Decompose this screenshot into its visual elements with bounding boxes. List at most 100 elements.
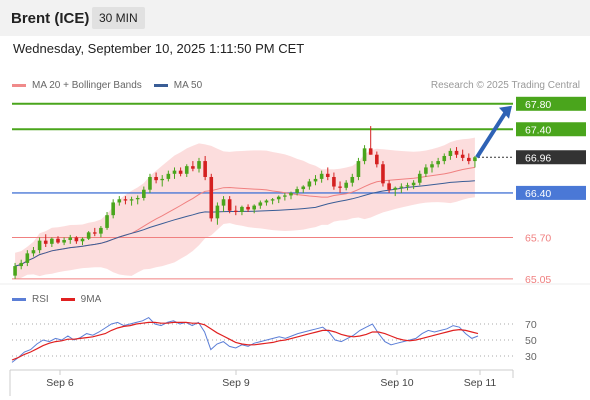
- candle-body: [160, 178, 165, 181]
- candle-body: [50, 238, 54, 244]
- level-tag-label: 65.70: [525, 232, 551, 244]
- candle-body: [80, 238, 85, 242]
- rsi-legend: RSI 9MA: [12, 294, 113, 305]
- candle-body: [129, 199, 134, 201]
- candle-body: [209, 176, 214, 219]
- candle-body: [319, 173, 324, 179]
- candle-body: [276, 196, 281, 200]
- x-tick-label: Sep 11: [464, 377, 497, 389]
- x-tick-label: Sep 9: [222, 377, 250, 389]
- candle-body: [430, 164, 434, 168]
- candle-body: [246, 206, 250, 210]
- candle-body: [197, 161, 201, 169]
- rsi-level-label: 30: [525, 351, 537, 363]
- candle-body: [264, 200, 269, 203]
- candle-body: [368, 148, 373, 155]
- rsi-ma-line: [11, 321, 479, 361]
- candle-body: [338, 186, 342, 188]
- candle-body: [344, 182, 348, 188]
- candle-body: [166, 173, 171, 179]
- timeframe-button[interactable]: 30 MIN: [92, 7, 145, 29]
- candle-body: [62, 239, 66, 243]
- legend-label-rsi: RSI: [32, 294, 49, 305]
- candle-body: [393, 187, 398, 190]
- candle-body: [86, 232, 91, 239]
- legend-swatch-ma20: [12, 84, 26, 87]
- level-tag-bg: [516, 185, 586, 200]
- candle-body: [172, 170, 177, 174]
- candle-body: [92, 232, 97, 234]
- candle-body: [442, 155, 447, 162]
- candle-body: [448, 150, 453, 156]
- candle-body: [111, 202, 115, 216]
- target-arrow-head: [499, 105, 512, 119]
- candle-body: [473, 157, 477, 162]
- candle-body: [301, 186, 306, 190]
- candle-body: [454, 150, 459, 155]
- rsi-level-label: 50: [525, 335, 537, 347]
- candle-body: [417, 173, 422, 183]
- candle-body: [221, 199, 226, 206]
- legend-item-9ma: 9MA: [60, 294, 102, 305]
- candle-body: [252, 205, 256, 210]
- candle-body: [362, 148, 367, 162]
- candle-body: [56, 238, 60, 243]
- candle-body: [74, 237, 79, 242]
- candle-body: [399, 186, 404, 188]
- candle-body: [375, 154, 379, 165]
- target-arrow-shaft: [475, 110, 508, 159]
- legend-swatch-9ma: [60, 298, 75, 301]
- timestamp: Wednesday, September 10, 2025 1:11:50 PM…: [13, 41, 305, 56]
- level-tag-label: 65.05: [525, 274, 551, 286]
- legend-label-ma20: MA 20 + Bollinger Bands: [32, 80, 142, 91]
- legend-label-9ma: 9MA: [80, 294, 102, 305]
- candle-body: [356, 161, 361, 177]
- price-legend: MA 20 + Bollinger Bands MA 50: [12, 80, 214, 91]
- candle-body: [227, 199, 232, 211]
- candle-body: [313, 178, 318, 182]
- candle-body: [436, 161, 440, 165]
- candle-body: [37, 240, 42, 251]
- candle-body: [270, 199, 275, 201]
- candle-body: [25, 253, 30, 263]
- candle-body: [350, 176, 355, 183]
- candle-body: [240, 206, 244, 212]
- candle-body: [258, 202, 263, 206]
- level-tag-bg: [516, 150, 586, 165]
- bollinger-band: [15, 137, 475, 280]
- candle-body: [381, 164, 385, 184]
- candle-body: [99, 227, 103, 234]
- candle-body: [307, 181, 312, 187]
- candle-body: [142, 189, 146, 198]
- level-tag-label: 66.96: [525, 152, 551, 164]
- legend-item-ma20: MA 20 + Bollinger Bands: [12, 80, 142, 91]
- candle-body: [289, 192, 293, 196]
- candle-body: [68, 237, 73, 240]
- candle-body: [325, 173, 330, 177]
- candle-body: [295, 189, 299, 193]
- x-tick-label: Sep 6: [46, 377, 74, 389]
- legend-item-ma50: MA 50: [153, 80, 203, 91]
- candle-body: [467, 157, 471, 162]
- candle-body: [31, 250, 36, 254]
- level-tag-bg: [516, 96, 586, 111]
- ma50-line: [14, 180, 475, 267]
- candle-body: [13, 266, 17, 276]
- level-tag-bg: [516, 122, 586, 137]
- candle-body: [117, 199, 122, 203]
- candle-body: [215, 205, 220, 219]
- candle-body: [424, 167, 428, 174]
- candle-body: [234, 210, 238, 212]
- candle-body: [123, 199, 128, 201]
- candle-body: [154, 176, 158, 181]
- level-tag-label: 66.40: [525, 188, 551, 200]
- candle-body: [387, 183, 391, 190]
- legend-swatch-ma50: [153, 84, 168, 87]
- candle-body: [460, 154, 465, 158]
- candle-body: [19, 262, 23, 267]
- instrument-title: Brent (ICE): [11, 10, 90, 27]
- legend-label-ma50: MA 50: [173, 80, 203, 91]
- legend-swatch-rsi: [12, 298, 26, 301]
- candle-body: [191, 166, 195, 169]
